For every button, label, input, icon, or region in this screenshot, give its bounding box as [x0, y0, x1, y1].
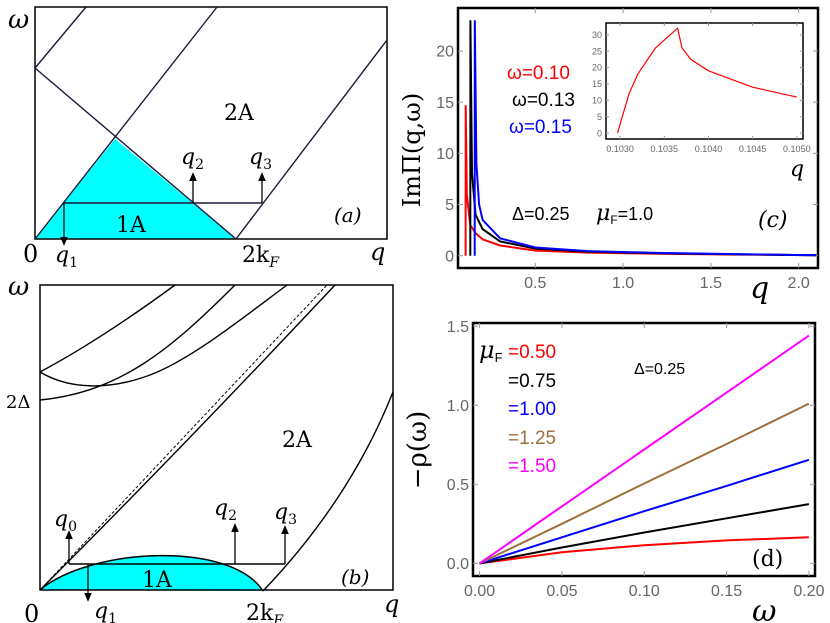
region-1a-fill	[35, 139, 236, 239]
panel-a-diagram: ω 0 q 2kF 2A 1A q1 q2 q3 (a)	[8, 5, 388, 271]
boundary-line	[235, 39, 388, 240]
region-1a-boundary	[39, 554, 264, 592]
x-tick-label: 1.0	[612, 275, 634, 292]
x-tick-label: 0.10	[629, 583, 660, 600]
omega-axis-label: ω	[8, 272, 29, 302]
q-axis-label: q	[384, 590, 399, 618]
legend-entry-omega-0.10: ω=0.10	[507, 63, 570, 84]
boundary-curve	[39, 284, 236, 401]
boundary-curve	[262, 391, 394, 592]
boundary-line	[34, 6, 87, 69]
panel-b-frame	[39, 284, 394, 591]
delta-annotation: Δ=0.25	[634, 361, 685, 378]
y-tick-label: 20	[592, 63, 602, 73]
series-line-1.25	[479, 402, 810, 565]
two-kf-label: 2kF	[246, 601, 284, 623]
two-delta-label: 2Δ	[6, 392, 30, 413]
legend-entry-omega-0.15: ω=0.15	[509, 117, 572, 138]
legend-title: μF	[479, 336, 503, 365]
panel-c-tag: (c)	[758, 208, 788, 233]
boundary-line	[34, 67, 237, 240]
boundary-curve	[39, 284, 176, 373]
delta-annotation: Δ=0.25	[512, 204, 570, 224]
y-tick-label: 5	[445, 197, 454, 214]
legend-entry-mu-1.50: =1.50	[508, 456, 556, 477]
x-axis-label: q	[750, 271, 769, 306]
inset-frame	[605, 22, 804, 140]
mu-f-annotation: μF=1.0	[596, 201, 653, 227]
plot-frame	[456, 6, 820, 270]
panel-a-frame	[34, 6, 388, 240]
q2-label: q2	[181, 145, 204, 173]
x-tick-label: 2.0	[788, 275, 810, 292]
x-tick-label: 0.1035	[651, 144, 679, 154]
series-line-1.50	[479, 334, 810, 565]
panel-d-chart: 0.00 0.05 0.10 0.15 0.20 0.0 0.5 1.0 1.5 −ρ(ω) ω…	[403, 319, 825, 623]
legend-entry-mu-0.75: =0.75	[508, 371, 556, 392]
boundary-curve	[39, 284, 336, 591]
x-tick-label: 0.1040	[695, 144, 723, 154]
legend-entry-omega-0.13: ω=0.13	[512, 90, 575, 111]
series-line-1.00	[479, 458, 810, 565]
boundary-curve	[39, 284, 288, 387]
x-tick-label: 1.5	[700, 275, 722, 292]
x-tick-label: 0.1045	[739, 144, 767, 154]
x-tick-label: 0.1050	[783, 144, 811, 154]
y-tick-label: 1.5	[447, 319, 469, 336]
y-tick-label: 0.0	[447, 556, 469, 573]
y-tick-label: 1.0	[447, 398, 469, 415]
series-line-0.15	[473, 20, 817, 257]
q2-label: q2	[214, 496, 237, 524]
x-axis-label: ω	[752, 594, 776, 623]
panel-c-chart: 0.5 1.0 1.5 2.0 0 5 10 15 20 ImΠ(q,ω) q ω=0.10 ω…	[398, 6, 820, 306]
y-tick-label: 0	[597, 128, 602, 138]
y-tick-label: 0	[445, 248, 454, 265]
legend-entry-mu-0.50: =0.50	[508, 342, 556, 363]
q3-label: q3	[274, 500, 297, 528]
y-tick-label: 10	[436, 146, 454, 163]
origin-label: 0	[24, 600, 39, 623]
y-tick-label: 0.5	[447, 477, 469, 494]
q1-label: q1	[55, 243, 78, 271]
omega-axis-label: ω	[8, 5, 29, 35]
region-1a-label: 1A	[142, 568, 173, 593]
x-tick-label: 0.1030	[606, 144, 634, 154]
origin-label: 0	[23, 240, 38, 268]
series-line-0.75	[479, 503, 810, 565]
y-tick-label: 5	[597, 112, 602, 122]
panel-b-tag: (b)	[341, 565, 369, 589]
two-kf-label: 2kF	[242, 243, 280, 271]
series-line-0	[616, 27, 797, 134]
region-2a-label: 2A	[224, 101, 255, 126]
q-axis-label: q	[370, 238, 385, 266]
q1-label: q1	[94, 599, 117, 623]
region-1a-label: 1A	[116, 213, 147, 238]
boundary-line	[34, 6, 218, 240]
y-tick-label: 10	[592, 95, 602, 105]
x-tick-label: 0.20	[793, 583, 824, 600]
x-tick-label: 0.00	[464, 583, 495, 600]
legend-entry-mu-1.00: =1.00	[508, 399, 556, 420]
q3-label: q3	[249, 145, 272, 173]
inset-x-axis-label: q	[790, 157, 804, 182]
q0-label: q0	[54, 507, 77, 535]
y-axis-label: ImΠ(q,ω)	[398, 93, 426, 207]
series-line-0.50	[479, 536, 809, 565]
y-tick-label: 20	[436, 44, 454, 61]
panel-d-tag: (d)	[752, 547, 783, 572]
legend-entry-mu-1.25: =1.25	[508, 428, 556, 449]
x-tick-label: 0.05	[546, 583, 577, 600]
y-axis-label: −ρ(ω)	[403, 411, 433, 490]
y-tick-label: 15	[436, 95, 454, 112]
region-2a-label: 2A	[282, 428, 313, 453]
y-tick-label: 25	[592, 46, 602, 56]
x-tick-label: 0.15	[711, 583, 742, 600]
y-tick-label: 30	[592, 30, 602, 40]
panel-b-diagram: ω 2Δ 0 q 2kF 2A 1A q0 q1 q2 q3 (b)	[6, 272, 399, 623]
inset-chart: 0.1030 0.1035 0.1040 0.1045 0.1050 0 5 10 15 20 25…	[592, 22, 811, 182]
y-tick-label: 15	[592, 79, 602, 89]
x-tick-label: 0.5	[524, 275, 546, 292]
panel-a-tag: (a)	[334, 203, 362, 227]
